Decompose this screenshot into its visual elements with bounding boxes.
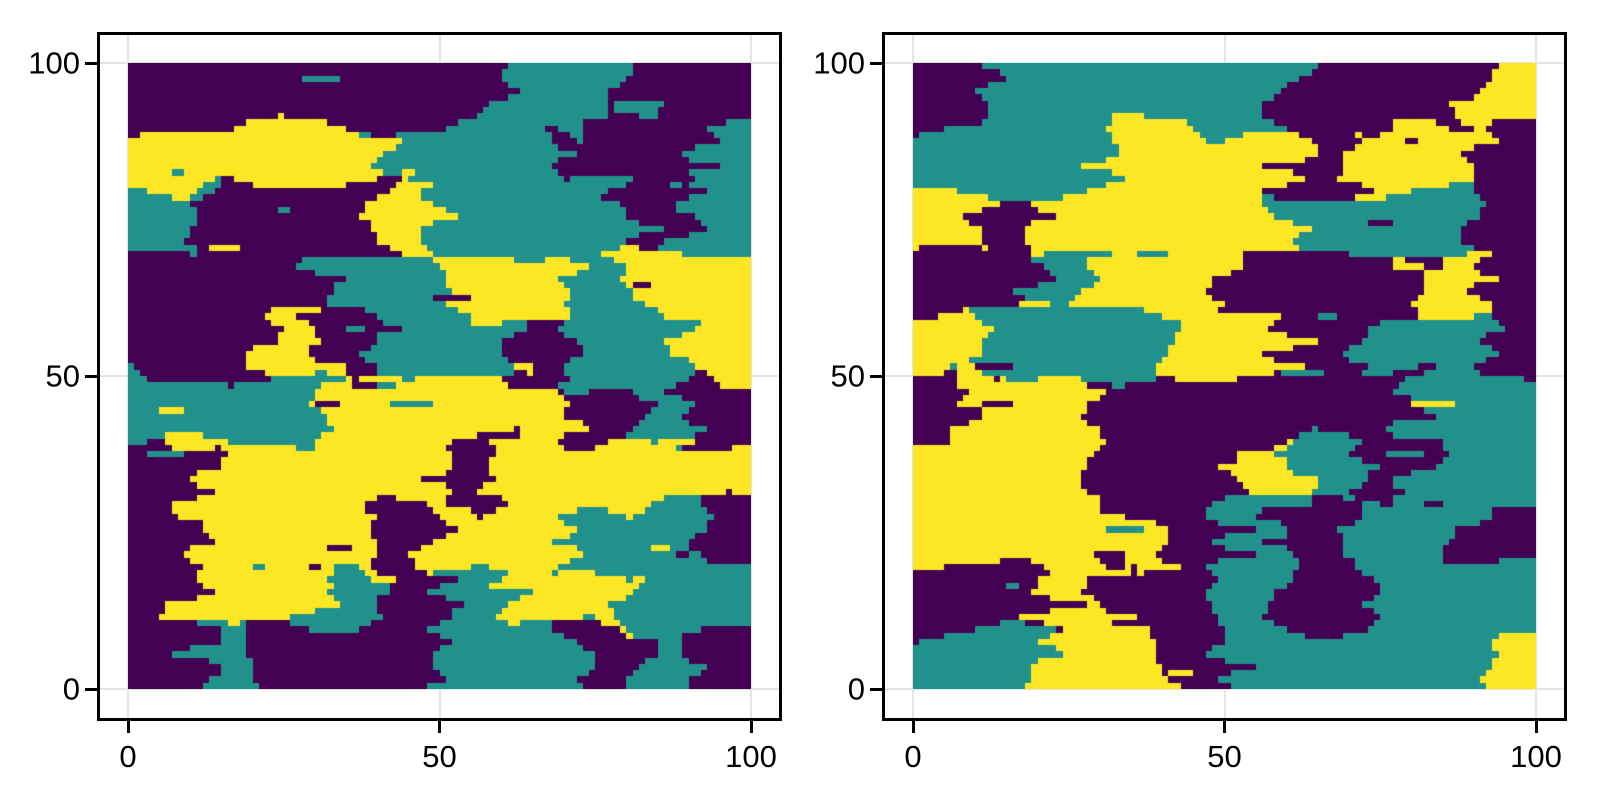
heatmap-canvas-left <box>128 63 751 689</box>
y-tick-mark <box>85 374 97 378</box>
y-tick-label: 100 <box>28 45 80 81</box>
y-tick-mark <box>870 687 882 691</box>
x-tick-mark <box>438 721 441 733</box>
x-tick-label: 100 <box>725 739 777 774</box>
y-tick-mark <box>870 374 882 378</box>
y-gridline <box>97 688 782 690</box>
x-tick-mark <box>749 721 753 733</box>
y-tick-label: 50 <box>45 358 80 394</box>
y-tick-mark <box>870 61 882 65</box>
y-tick-label: 0 <box>847 671 865 707</box>
y-tick-label: 100 <box>813 45 865 81</box>
y-tick-mark <box>85 687 97 691</box>
x-tick-mark <box>911 721 915 733</box>
x-tick-label: 50 <box>422 739 457 774</box>
x-tick-mark <box>126 721 130 733</box>
y-tick-label: 0 <box>62 671 80 707</box>
x-tick-mark <box>1223 721 1226 733</box>
x-tick-label: 0 <box>119 739 137 774</box>
x-tick-mark <box>1534 721 1538 733</box>
x-tick-label: 0 <box>904 739 922 774</box>
x-tick-label: 100 <box>1510 739 1562 774</box>
y-gridline <box>882 688 1567 690</box>
heatmap-canvas-right <box>913 63 1536 689</box>
y-tick-label: 50 <box>830 358 865 394</box>
x-tick-label: 50 <box>1207 739 1242 774</box>
y-tick-mark <box>85 61 97 65</box>
